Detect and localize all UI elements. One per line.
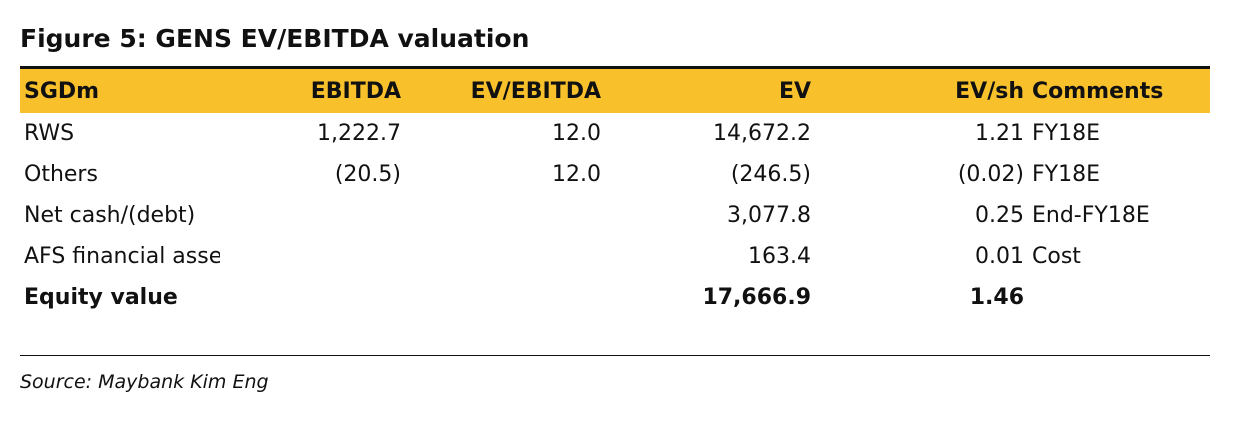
cell: RWS [24,121,75,146]
cell: 0.25 [975,203,1024,228]
cell [405,277,605,318]
cell: Cost [1032,244,1081,269]
bottom-rule [20,355,1210,356]
cell: 14,672.2 [713,121,811,146]
cell: FY18E [1032,121,1100,146]
cell: EV/sh [815,67,1028,113]
cell: EV/EBITDA [405,67,605,113]
cell: 1.21 [975,121,1024,146]
cell: Others [24,162,98,187]
cell: SGDm [20,67,220,113]
cell [220,277,405,318]
cell [220,195,405,236]
cell: End-FY18E [1032,203,1150,228]
source-note: Source: Maybank Kim Eng [20,371,269,393]
cell: AFS financial assets [24,244,220,269]
cell [220,236,405,277]
cell: (246.5) [730,162,811,187]
header-row: SGDm EBITDA EV/EBITDA EV EV/sh Comments [20,67,1210,113]
cell: EBITDA [220,67,405,113]
cell: 3,077.8 [727,203,811,228]
cell: 17,666.9 [702,285,811,310]
cell: (0.02) [957,162,1024,187]
cell: Equity value [24,285,178,310]
cell: 12.0 [552,121,601,146]
cell [405,236,605,277]
table-row: Others (20.5) 12.0 (246.5) (0.02) FY18E [20,154,1210,195]
figure-title: Figure 5: GENS EV/EBITDA valuation [20,24,530,53]
cell: 1,222.7 [317,121,401,146]
cell: Comments [1028,67,1210,113]
cell: Net cash/(debt) [24,203,196,228]
cell: 0.01 [975,244,1024,269]
table-row: Net cash/(debt) 3,077.8 0.25 End-FY18E [20,195,1210,236]
cell: 163.4 [748,244,811,269]
cell: 12.0 [552,162,601,187]
table-row: Equity value 17,666.9 1.46 [20,277,1210,318]
valuation-table: SGDm EBITDA EV/EBITDA EV EV/sh Comments RWS 1,2… [20,66,1210,318]
cell [1028,277,1210,318]
cell: EV [605,67,815,113]
table-row: RWS 1,222.7 12.0 14,672.2 1.21 FY18E [20,113,1210,154]
cell: 1.46 [969,285,1024,310]
cell: (20.5) [334,162,401,187]
table-row: AFS financial assets 163.4 0.01 Cost [20,236,1210,277]
cell: FY18E [1032,162,1100,187]
cell [405,195,605,236]
